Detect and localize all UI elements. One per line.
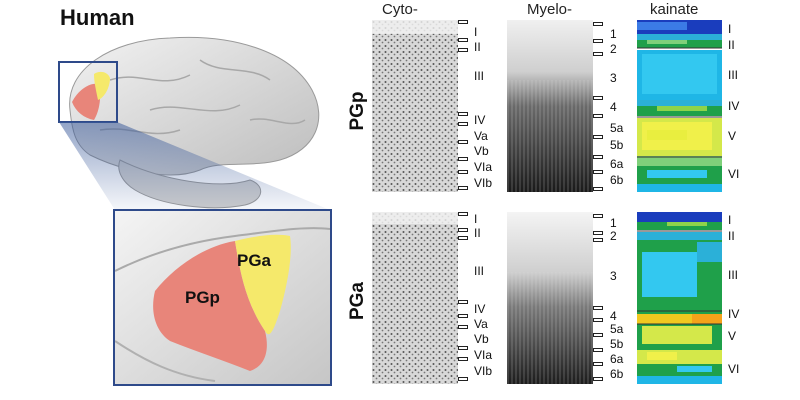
pga-myelo-layer: 5a [610,322,624,336]
column-header-cyto: Cyto- [382,1,418,18]
pgp-myelo-layer: 6b [610,173,624,187]
pgp-myelo-panel [507,20,593,192]
column-header-myelo: Myelo- [527,1,573,18]
column-header-kainate: kainate [650,1,699,18]
pga-cyto-layer: VIa [474,348,493,362]
pgp-kainate-layer: VI [728,167,740,181]
pgp-kainate-layer: II [728,38,735,52]
zoom-inset: PGa PGp [113,209,332,386]
pgp-cyto-layer: II [474,40,481,54]
pgp-region [153,241,267,371]
pgp-label: PGp [185,288,220,307]
pga-cyto-layer: Va [474,317,488,331]
pga-label: PGa [237,251,272,270]
pga-myelo-layer: 4 [610,309,617,323]
pga-cyto-layer: Vb [474,332,489,346]
pgp-myelo-layer: 3 [610,71,617,85]
pga-myelo-layer: 2 [610,229,617,243]
pga-myelo-layer: 1 [610,216,617,230]
pga-cyto-layer: III [474,264,485,278]
pga-myelo-layer: 6a [610,352,624,366]
pgp-cyto-layer: I [474,25,478,39]
pgp-cyto-layer: VIb [474,176,493,190]
pgp-region-small [72,83,101,120]
pga-cyto-layer: II [474,226,481,240]
pgp-myelo-layer: 1 [610,27,617,41]
pgp-myelo-layer: 5b [610,138,624,152]
pga-cyto-layer: I [474,212,478,226]
pga-cyto-panel [372,212,458,384]
pga-cyto-layer: IV [474,302,486,316]
inset-surface: PGa PGp [115,211,330,384]
pgp-kainate-layer: I [728,22,732,36]
pga-kainate-layer: VI [728,362,740,376]
row-label-pga: PGa [347,281,368,321]
pgp-kainate-panel [637,20,722,192]
pga-kainate-panel [637,212,722,384]
pgp-myelo-layer: 5a [610,121,624,135]
pgp-cyto-layer: Va [474,129,488,143]
pga-myelo-layer: 3 [610,269,617,283]
pga-kainate-layer: I [728,213,732,227]
pga-kainate-layer: III [728,268,739,282]
row-label-pgp: PGp [347,91,368,131]
pga-kainate-layer: II [728,229,735,243]
pgp-kainate-layer: III [728,68,739,82]
pgp-cyto-layer: III [474,69,485,83]
pga-myelo-layer: 6b [610,367,624,381]
zoom-cone [59,122,330,210]
pga-kainate-layer: IV [728,307,740,321]
pgp-cyto-layer: IV [474,113,486,127]
pga-kainate-layer: V [728,329,737,343]
pga-cyto-layer: VIb [474,364,493,378]
pgp-cyto-panel [372,20,458,192]
pgp-myelo-layer: 4 [610,100,617,114]
pgp-cyto-layer: Vb [474,144,489,158]
pgp-myelo-layer: 6a [610,157,624,171]
pga-myelo-layer: 5b [610,337,624,351]
brain-overview [58,36,330,210]
pga-myelo-panel [507,212,593,384]
pgp-kainate-layer: IV [728,99,740,113]
pgp-cyto-layer: VIa [474,160,493,174]
figure-title: Human [60,5,135,30]
pga-region-small [94,71,110,100]
pga-region [235,234,291,335]
pgp-kainate-layer: V [728,129,737,143]
pgp-myelo-layer: 2 [610,42,617,56]
